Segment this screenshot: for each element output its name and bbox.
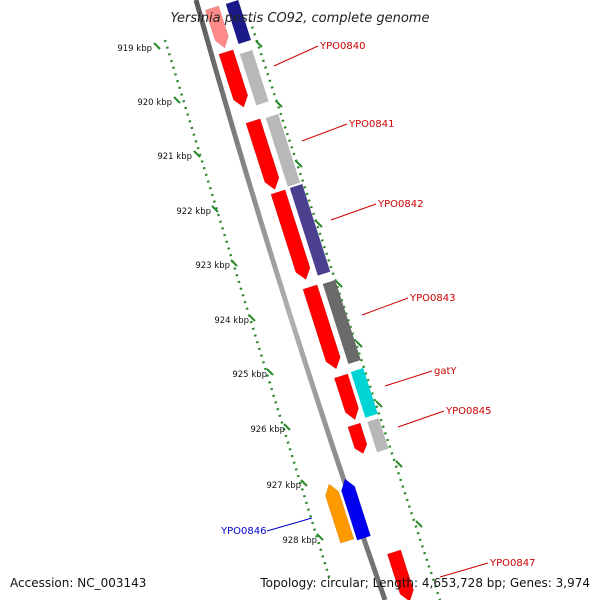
gene-label-ypo0845[interactable]: YPO0845 bbox=[445, 406, 491, 417]
tick-mark bbox=[211, 205, 219, 213]
gene-label-ypo0842[interactable]: YPO0842 bbox=[377, 199, 423, 210]
tick-label: 920 kbp bbox=[137, 98, 172, 108]
tick-mark bbox=[283, 423, 291, 431]
tick-mark bbox=[230, 259, 238, 267]
track-background bbox=[170, 0, 440, 600]
tick-mark bbox=[355, 340, 363, 348]
leader-line bbox=[330, 203, 377, 221]
cog-box bbox=[350, 368, 378, 418]
tick-mark bbox=[395, 460, 403, 468]
gene-arrow-ypo0840[interactable] bbox=[218, 49, 249, 108]
tick-mark bbox=[153, 42, 161, 50]
tick-label: 926 kbp bbox=[250, 425, 285, 435]
cog-box bbox=[239, 50, 269, 106]
leader-line bbox=[266, 517, 313, 532]
tick-mark bbox=[173, 96, 181, 104]
gene-label-gaty[interactable]: gatY bbox=[434, 366, 457, 377]
tick-label: 923 kbp bbox=[195, 261, 230, 271]
leader-line bbox=[397, 410, 445, 428]
tick-label: 921 kbp bbox=[157, 152, 192, 162]
cog-box bbox=[289, 184, 331, 276]
gene-arrow-ypo0841[interactable] bbox=[245, 118, 280, 190]
cog-box bbox=[367, 418, 389, 453]
accession-text: Accession: NC_003143 bbox=[10, 576, 146, 590]
leader-line bbox=[301, 123, 348, 142]
gene-label-ypo0847[interactable]: YPO0847 bbox=[489, 558, 535, 569]
gene-label-ypo0840[interactable]: YPO0840 bbox=[319, 41, 365, 52]
tick-label: 924 kbp bbox=[214, 316, 249, 326]
tick-mark bbox=[335, 280, 343, 288]
tick-mark bbox=[415, 520, 423, 528]
gene-arrow-ypo0842[interactable] bbox=[270, 189, 311, 280]
tick-mark bbox=[255, 40, 263, 48]
tick-mark bbox=[375, 400, 383, 408]
tick-mark bbox=[248, 314, 256, 322]
gene-features bbox=[204, 0, 414, 600]
gene-label-ypo0846[interactable]: YPO0846 bbox=[220, 526, 266, 537]
tick-mark bbox=[266, 368, 274, 376]
gene-arrow-ypo0846[interactable] bbox=[341, 478, 371, 541]
tick-mark bbox=[316, 533, 324, 541]
tick-mark bbox=[295, 160, 303, 168]
leader-line bbox=[273, 45, 319, 67]
tick-mark bbox=[275, 100, 283, 108]
gene-arrow-ypo0846-orange[interactable] bbox=[325, 483, 355, 544]
tick-label: 928 kbp bbox=[282, 536, 317, 546]
gene-arrow-ypo0847[interactable] bbox=[386, 549, 414, 600]
cog-box bbox=[225, 0, 251, 44]
tick-label: 919 kbp bbox=[117, 44, 152, 54]
gene-arrow-partial[interactable] bbox=[204, 5, 229, 49]
gene-arrow-gaty[interactable] bbox=[333, 373, 359, 421]
cog-box bbox=[265, 114, 301, 187]
scale-ticks bbox=[153, 40, 423, 541]
gene-arrow-ypo0845[interactable] bbox=[347, 422, 368, 454]
tick-mark bbox=[300, 479, 308, 487]
tick-label: 927 kbp bbox=[266, 481, 301, 491]
tick-mark bbox=[193, 150, 201, 158]
scale-track-left bbox=[163, 39, 332, 581]
leader-line bbox=[361, 297, 409, 316]
gene-label-ypo0843[interactable]: YPO0843 bbox=[409, 293, 455, 304]
tick-mark bbox=[315, 220, 323, 228]
cog-box bbox=[322, 280, 361, 364]
gene-label-leaders bbox=[266, 45, 489, 578]
map-title: Yersinia pestis CO92, complete genome bbox=[171, 11, 430, 26]
gene-label-ypo0841[interactable]: YPO0841 bbox=[348, 119, 394, 130]
gene-arrow-ypo0843[interactable] bbox=[302, 284, 341, 370]
tick-label: 922 kbp bbox=[176, 207, 211, 217]
topology-text: Topology: circular; Length: 4,653,728 bp… bbox=[259, 576, 590, 590]
tick-label: 925 kbp bbox=[232, 370, 267, 380]
leader-line bbox=[439, 562, 489, 578]
leader-line bbox=[384, 370, 433, 387]
